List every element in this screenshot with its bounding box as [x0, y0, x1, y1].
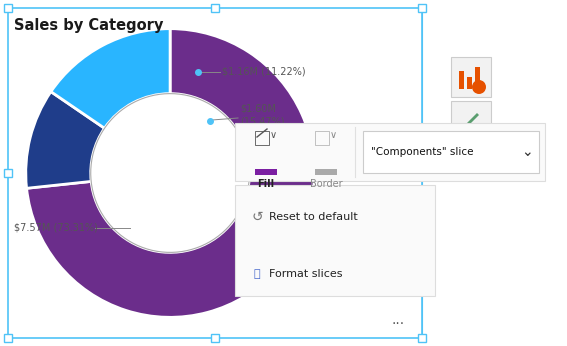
FancyBboxPatch shape: [451, 101, 491, 141]
Text: Reset to default: Reset to default: [269, 212, 358, 222]
Text: ∨: ∨: [329, 130, 337, 140]
Bar: [418, 4, 426, 12]
Bar: [315, 169, 337, 175]
Text: Category: Category: [360, 125, 406, 134]
Text: 🖊: 🖊: [253, 269, 260, 279]
Bar: [4, 169, 12, 177]
FancyBboxPatch shape: [363, 131, 539, 173]
Text: $1.60M
(15.47%): $1.60M (15.47%): [240, 103, 285, 127]
Text: $7.57M (73.31%): $7.57M (73.31%): [14, 223, 98, 233]
Bar: [8, 8, 422, 338]
Text: ↺: ↺: [251, 210, 263, 224]
Bar: [255, 169, 277, 175]
Bar: [4, 334, 12, 342]
Wedge shape: [27, 29, 315, 317]
FancyBboxPatch shape: [451, 57, 491, 97]
Text: ···: ···: [391, 317, 405, 331]
Text: $1.16M (11.22%): $1.16M (11.22%): [222, 67, 306, 77]
Text: ∨: ∨: [269, 130, 277, 140]
Text: Border: Border: [310, 179, 342, 189]
Text: Accessories: Accessories: [372, 137, 421, 146]
Circle shape: [472, 80, 486, 94]
Bar: [211, 4, 219, 12]
Circle shape: [360, 156, 368, 164]
Bar: [418, 334, 426, 342]
Text: Clothing: Clothing: [372, 155, 407, 164]
Circle shape: [360, 138, 368, 146]
Bar: [459, 71, 464, 89]
FancyBboxPatch shape: [235, 185, 435, 296]
FancyBboxPatch shape: [235, 123, 545, 181]
Polygon shape: [461, 113, 479, 131]
Wedge shape: [26, 92, 104, 188]
Bar: [475, 67, 480, 89]
Bar: [4, 4, 12, 12]
Wedge shape: [51, 29, 170, 128]
Text: Fill: Fill: [257, 179, 274, 189]
Bar: [211, 334, 219, 342]
Text: ⌄: ⌄: [521, 145, 533, 159]
Text: +: +: [476, 126, 485, 136]
Bar: [467, 77, 472, 89]
Bar: [418, 169, 426, 177]
Text: "Components" slice: "Components" slice: [371, 147, 473, 157]
Text: Format slices: Format slices: [269, 269, 342, 279]
Text: Sales by Category: Sales by Category: [14, 18, 163, 33]
